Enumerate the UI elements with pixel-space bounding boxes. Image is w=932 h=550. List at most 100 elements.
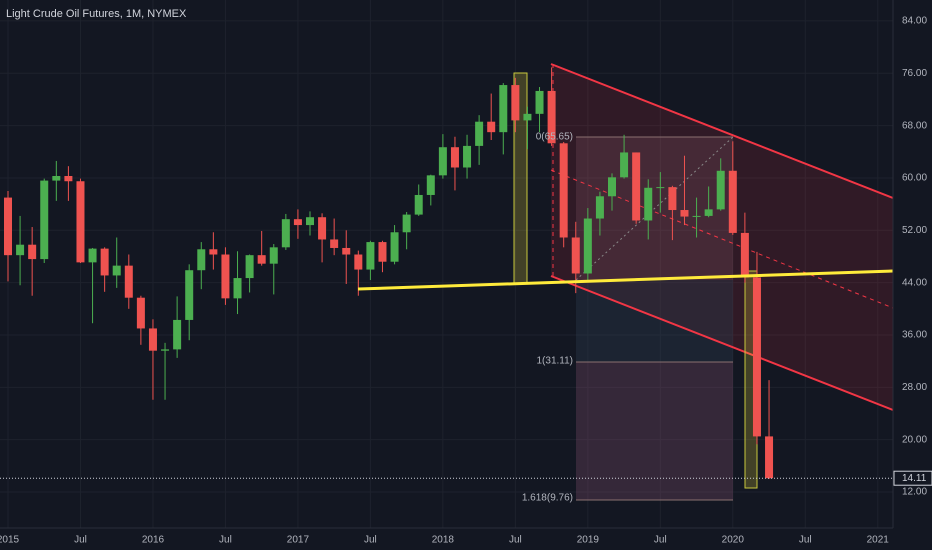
x-tick-label: Jul [654, 535, 667, 546]
candle-body [728, 170, 737, 233]
candle-body [209, 249, 218, 255]
candle-body [475, 121, 484, 146]
candle-body [463, 145, 472, 168]
y-tick-label: 76.00 [902, 68, 927, 79]
y-tick-label: 28.00 [902, 382, 927, 393]
x-tick-label: 2019 [577, 535, 600, 546]
candle-body [245, 255, 254, 279]
candle-body [233, 278, 242, 299]
drawings-top: 0(65.65) 1(31.11) 1.618(9.76) [357, 132, 894, 504]
candle-body [64, 176, 73, 182]
candle-body [197, 249, 206, 271]
candle-body [16, 244, 25, 256]
channel-mid [550, 169, 894, 309]
x-tick-label: 2017 [287, 535, 310, 546]
candle-body [752, 277, 761, 437]
y-tick-label: 68.00 [902, 120, 927, 131]
y-tick-label: 20.00 [902, 434, 927, 445]
x-tick-label: 2020 [722, 535, 745, 546]
candle-body [148, 328, 157, 351]
y-tick-label: 36.00 [902, 330, 927, 341]
candles [4, 67, 774, 479]
y-tick-label: 60.00 [902, 173, 927, 184]
candle-body [765, 436, 774, 479]
fib-label: 1(31.11) [536, 356, 573, 367]
candle-body [438, 147, 447, 176]
candle-body [608, 177, 616, 197]
candle-body [620, 152, 629, 178]
candle-body [499, 85, 508, 133]
candle-body [487, 121, 496, 133]
chart-title: Light Crude Oil Futures, 1M, NYMEX [6, 8, 187, 20]
candle-body [257, 255, 266, 264]
x-tick-label: Jul [219, 535, 232, 546]
candle-body [306, 217, 314, 226]
last-price-box [893, 470, 932, 486]
candle-body [136, 297, 145, 329]
candle-body [680, 210, 689, 217]
candle-body [76, 181, 85, 263]
x-tick-label: Jul [799, 535, 812, 546]
support-line [357, 269, 894, 291]
candle-body [330, 239, 339, 248]
candle-body [535, 90, 544, 114]
candle-body [656, 187, 665, 189]
drawings [513, 63, 894, 501]
candle-body [704, 209, 713, 216]
fib-zone [576, 362, 733, 500]
candle-body [88, 248, 97, 263]
candle-body [378, 242, 387, 262]
candle-body [595, 196, 604, 219]
candle-body [293, 219, 302, 226]
candle-body [161, 349, 170, 351]
candle-body [547, 90, 556, 144]
y-tick-label: 44.00 [902, 277, 927, 288]
candle-body [571, 237, 580, 274]
candle-body [112, 265, 121, 276]
candle-body [269, 247, 278, 264]
y-tick-label: 12.00 [902, 487, 927, 498]
candle-body [740, 232, 749, 278]
candle-body [173, 319, 182, 350]
x-tick-label: Jul [74, 535, 87, 546]
candle-body [52, 176, 61, 181]
candle-body [632, 152, 641, 221]
candle-body [221, 254, 230, 299]
channel-fill [551, 64, 893, 410]
candle-body [511, 85, 520, 121]
x-tick-label: 2016 [142, 535, 165, 546]
candle-body [414, 194, 423, 215]
channel-line [550, 275, 894, 411]
candle-body [716, 170, 725, 210]
fib-trend [575, 136, 734, 281]
x-tick-label: 2018 [432, 535, 455, 546]
fib-zone [576, 280, 733, 362]
axes: 84.00 76.00 68.00 60.00 52.00 44.00 36.00 28.00… [0, 16, 932, 546]
channel-line [550, 63, 894, 199]
candle-body [523, 113, 532, 121]
x-tick-label: Jul [509, 535, 522, 546]
y-tick-label: 84.00 [902, 16, 927, 27]
candle-body [4, 197, 12, 256]
candle-body [692, 215, 701, 217]
candle-body [426, 175, 435, 195]
x-tick-label: 2015 [0, 535, 20, 546]
candle-body [450, 147, 459, 168]
candle-body [366, 242, 375, 270]
y-tick-label: 52.00 [902, 225, 927, 236]
candle-body [354, 254, 363, 270]
candle-body [40, 180, 49, 260]
candle-body [583, 218, 592, 274]
candle-body [124, 265, 133, 298]
candle-body [185, 270, 194, 320]
candle-body [281, 219, 290, 248]
candle-body [559, 143, 568, 238]
fib-label: 0(65.65) [536, 132, 573, 143]
x-tick-label: Jul [364, 535, 377, 546]
candle-body [100, 248, 109, 276]
candle-body [342, 247, 351, 255]
last-price-label: 14.11 [902, 473, 927, 484]
candle-body [28, 244, 37, 260]
